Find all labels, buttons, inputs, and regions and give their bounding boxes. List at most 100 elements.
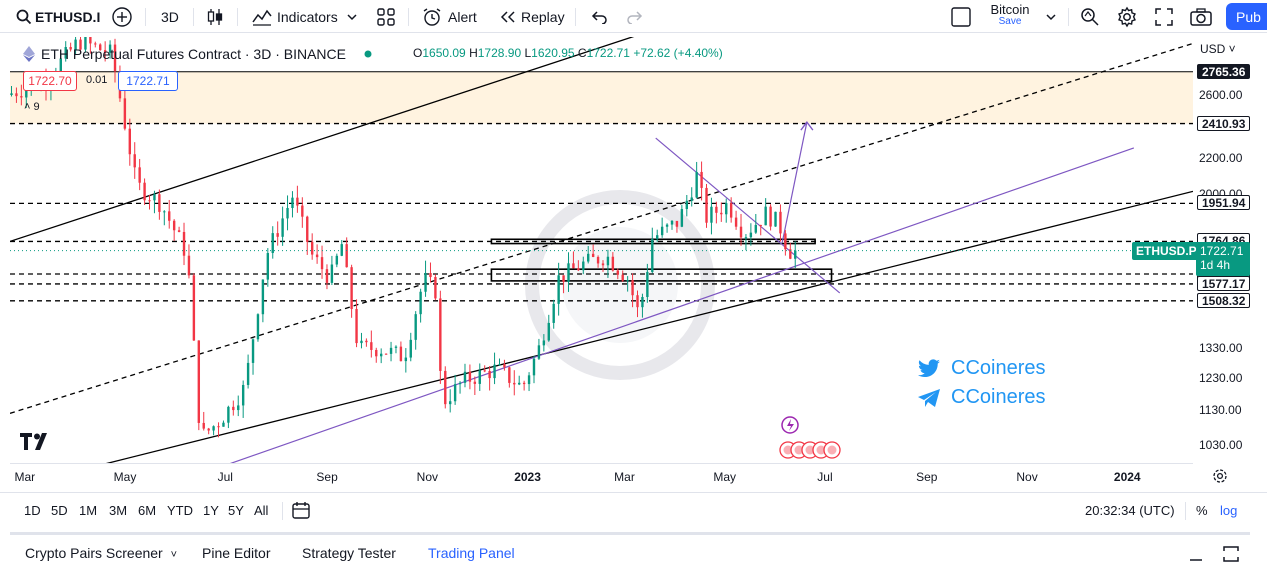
- scale-settings-button[interactable]: [1212, 468, 1228, 489]
- candle-body: [370, 342, 373, 350]
- snapshot-button[interactable]: [1189, 0, 1213, 33]
- candle-body: [163, 211, 166, 213]
- candle-body: [409, 339, 412, 358]
- gear-icon: [1116, 6, 1138, 28]
- multi-layout-button[interactable]: [950, 0, 972, 33]
- undo-button[interactable]: [590, 0, 608, 33]
- quick-search-button[interactable]: [1080, 0, 1100, 33]
- candle-body: [158, 194, 161, 212]
- log-scale-button[interactable]: log: [1220, 503, 1238, 518]
- candle-body: [320, 257, 324, 270]
- level-price-label[interactable]: 2410.93: [1197, 115, 1251, 131]
- resistance-zone: [10, 71, 1193, 124]
- candle-body: [572, 263, 575, 269]
- legend-collapse-toggle[interactable]: ˄ 9: [24, 101, 40, 113]
- candle-body: [251, 339, 255, 363]
- candle-body: [527, 375, 531, 385]
- candle-body: [729, 203, 733, 218]
- candle-body: [281, 218, 284, 237]
- candle-body: [567, 263, 570, 282]
- candle-body: [779, 211, 782, 234]
- time-tick-label: Nov: [416, 470, 438, 484]
- trend-line: [105, 190, 1193, 463]
- chart-pane[interactable]: [10, 37, 1193, 463]
- level-price-label[interactable]: 1508.32: [1197, 292, 1251, 308]
- range-button-1y[interactable]: 1Y: [203, 503, 219, 518]
- range-button-5d[interactable]: 5D: [51, 503, 68, 518]
- range-button-1d[interactable]: 1D: [24, 503, 41, 518]
- sell-button[interactable]: 1722.70: [23, 71, 77, 91]
- tab-label: Crypto Pairs Screener: [25, 545, 163, 561]
- alert-button[interactable]: Alert: [421, 0, 477, 33]
- current-price-label: 1722.71 1d 4h: [1196, 241, 1250, 276]
- toolbar-divider: [145, 8, 146, 26]
- layout-grid-button[interactable]: [376, 0, 396, 33]
- legend-title[interactable]: ETH Perpetual Futures Contract · 3D · BI…: [41, 46, 346, 62]
- tab-crypto-pairs-screener[interactable]: Crypto Pairs Screener ˅: [25, 545, 177, 561]
- telegram-name: CCoineres: [951, 386, 1046, 408]
- tab-strategy-tester[interactable]: Strategy Tester: [302, 545, 396, 561]
- level-price-label[interactable]: 1951.94: [1197, 195, 1251, 211]
- indicators-button[interactable]: Indicators: [251, 0, 338, 33]
- settings-button[interactable]: [1116, 0, 1138, 33]
- candle-body: [641, 297, 644, 308]
- tab-pine-editor[interactable]: Pine Editor: [202, 545, 270, 561]
- utc-clock[interactable]: 20:32:34 (UTC): [1085, 503, 1175, 518]
- chart-type-button[interactable]: [206, 0, 224, 33]
- range-button-all[interactable]: All: [254, 503, 269, 518]
- candle-body: [518, 382, 521, 385]
- fullscreen-button[interactable]: [1155, 0, 1173, 33]
- time-tick-label: 2023: [514, 470, 541, 484]
- range-button-5y[interactable]: 5Y: [228, 503, 244, 518]
- buy-button[interactable]: 1722.71: [118, 71, 178, 91]
- telegram-plane-icon: [917, 388, 941, 408]
- level-price-label[interactable]: 1577.17: [1197, 275, 1251, 291]
- time-tick-label: Mar: [14, 470, 36, 484]
- twitter-bird-icon: [917, 358, 941, 379]
- chart-canvas[interactable]: [10, 37, 1193, 463]
- level-price-label[interactable]: 2765.36: [1197, 63, 1251, 79]
- undo-icon: [590, 10, 608, 24]
- candle-body: [89, 37, 92, 44]
- candle-body: [621, 274, 624, 281]
- tab-trading-panel[interactable]: Trading Panel: [428, 545, 515, 561]
- minimize-panel-button[interactable]: [1188, 547, 1204, 568]
- layout-name-button[interactable]: Bitcoin Save: [984, 2, 1036, 27]
- indicators-dropdown[interactable]: [347, 0, 357, 33]
- candle-body: [271, 233, 274, 254]
- currency-selector[interactable]: USD ˅: [1200, 42, 1236, 56]
- candle-body: [10, 93, 13, 95]
- symbol-search-button[interactable]: ETHUSD.I: [16, 0, 100, 33]
- compare-symbol-button[interactable]: [111, 0, 133, 33]
- tradingview-logo[interactable]: [20, 433, 54, 456]
- replay-button[interactable]: Replay: [499, 0, 565, 33]
- range-button-1m[interactable]: 1M: [79, 503, 98, 518]
- goto-date-button[interactable]: [291, 501, 311, 526]
- maximize-panel-button[interactable]: [1222, 545, 1240, 568]
- fullscreen-icon: [1155, 7, 1173, 26]
- candle-body: [69, 47, 72, 50]
- range-button-ytd[interactable]: YTD: [167, 503, 193, 518]
- range-button-6m[interactable]: 6M: [138, 503, 157, 518]
- candle-body: [123, 98, 127, 129]
- range-button-3m[interactable]: 3M: [109, 503, 128, 518]
- candle-body: [79, 39, 82, 50]
- candle-body: [744, 237, 748, 239]
- twitter-handle: CCoineres: [917, 357, 1045, 380]
- time-scale[interactable]: Mar May Jul Sep Nov 2023 Mar May Jul Sep Nov 2024: [10, 463, 1193, 489]
- candle-body: [587, 253, 590, 262]
- candle-body: [197, 340, 201, 423]
- candle-body: [720, 212, 723, 215]
- current-symbol-tag: ETHUSD.P: [1132, 241, 1201, 260]
- redo-button[interactable]: [626, 0, 644, 33]
- candle-body: [20, 96, 23, 98]
- candle-body: [74, 39, 77, 50]
- top-toolbar: ETHUSD.I 3D Indicators Alert: [0, 0, 1267, 33]
- publish-button[interactable]: Pub: [1226, 3, 1267, 30]
- candle-body: [606, 256, 610, 266]
- percent-scale-button[interactable]: %: [1196, 503, 1208, 518]
- interval-button[interactable]: 3D: [161, 0, 179, 33]
- layout-dropdown[interactable]: [1046, 0, 1056, 33]
- candle-body: [286, 208, 289, 219]
- candle-body: [241, 384, 245, 406]
